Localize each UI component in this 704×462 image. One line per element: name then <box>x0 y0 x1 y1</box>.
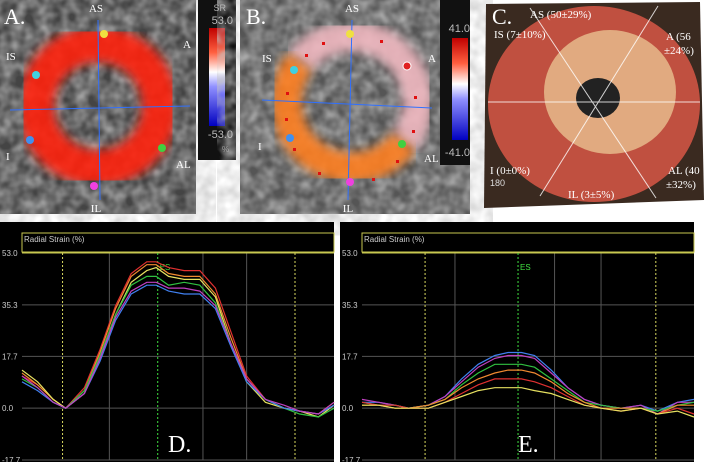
strain-curve <box>362 387 695 418</box>
segment-label: AS <box>345 3 359 15</box>
segment-label: AS <box>89 3 103 15</box>
segment-label: AL <box>424 153 439 165</box>
event-label: ES <box>160 263 171 272</box>
segment-label: IS <box>262 53 272 65</box>
y-tick-label: 0.0 <box>2 404 14 413</box>
panel-c: C. AS (50±29%) IS (7±10%) A (56 ±24%) AL… <box>484 2 704 208</box>
y-tick-label: 17.7 <box>2 352 18 361</box>
segment-label: AL (40 <box>668 165 700 177</box>
segment-label: AS (50±29%) <box>530 9 592 21</box>
panel-letter: C. <box>492 4 512 29</box>
y-tick-label: 0.0 <box>342 404 354 413</box>
y-tick-label: 17.7 <box>342 352 358 361</box>
segment-label: AL <box>176 159 191 171</box>
y-tick-label: 53.0 <box>2 249 18 258</box>
y-tick-label: -17.7 <box>2 456 21 462</box>
scale-min: -41.0 <box>445 147 470 159</box>
segment-label: ±24%) <box>664 45 694 57</box>
panel-label: E. <box>518 432 539 458</box>
segment-label: IL <box>343 203 354 215</box>
event-label: ES <box>520 263 531 272</box>
segment-label: I (0±0%) <box>490 165 530 177</box>
segment-label: IL <box>91 203 102 215</box>
charts: 53.0 35.3 17.7 0.0 -17.7 ES Radial Strain (%) D… <box>0 222 695 462</box>
segment-label: A <box>183 39 191 51</box>
segment-label: ±32%) <box>666 179 696 191</box>
segment-label: I <box>6 151 10 163</box>
y-tick-label: 35.3 <box>2 301 18 310</box>
chart-title: Radial Strain (%) <box>24 235 85 244</box>
scale-unit: % <box>222 145 229 154</box>
strain-chart: 53.0 35.3 17.7 0.0 -17.7 ES Radial Strain (%) E… <box>340 222 695 462</box>
strain-chart: 53.0 35.3 17.7 0.0 -17.7 ES Radial Strain (%) D… <box>0 222 335 462</box>
y-tick-label: 53.0 <box>342 249 358 258</box>
header-bar <box>361 232 695 253</box>
scale-max: 53.0 <box>212 15 233 27</box>
plot-background <box>340 222 694 462</box>
strain-curve <box>362 369 694 415</box>
scale-max: 41.0 <box>449 23 470 35</box>
scale-min: -53.0 <box>208 129 233 141</box>
segment-label: IL (3±5%) <box>568 189 615 201</box>
angle-label: 180 <box>490 178 505 188</box>
segment-label: I <box>258 141 262 153</box>
y-tick-label: -17.7 <box>342 456 361 462</box>
y-tick-label: 35.3 <box>342 301 358 310</box>
panel-letter: B. <box>246 4 266 29</box>
segment-label: IS <box>6 51 16 63</box>
chart-title: Radial Strain (%) <box>364 235 425 244</box>
header-bar <box>21 232 335 253</box>
segment-label: A <box>428 53 436 65</box>
plot-background <box>0 222 334 462</box>
scale-title: SR <box>213 3 226 13</box>
panel-letter: A. <box>4 4 25 29</box>
segment-label: IS (7±10%) <box>494 29 546 41</box>
panel-label: D. <box>168 432 191 458</box>
strain-curve <box>21 281 335 415</box>
panel-a: A. AS A IS I AL IL SR 53.0 -53.0 % <box>0 0 236 215</box>
segment-label: A (56 <box>666 31 691 43</box>
panel-b: B. AS A IS I AL IL 41.0 -41.0 <box>240 0 470 215</box>
